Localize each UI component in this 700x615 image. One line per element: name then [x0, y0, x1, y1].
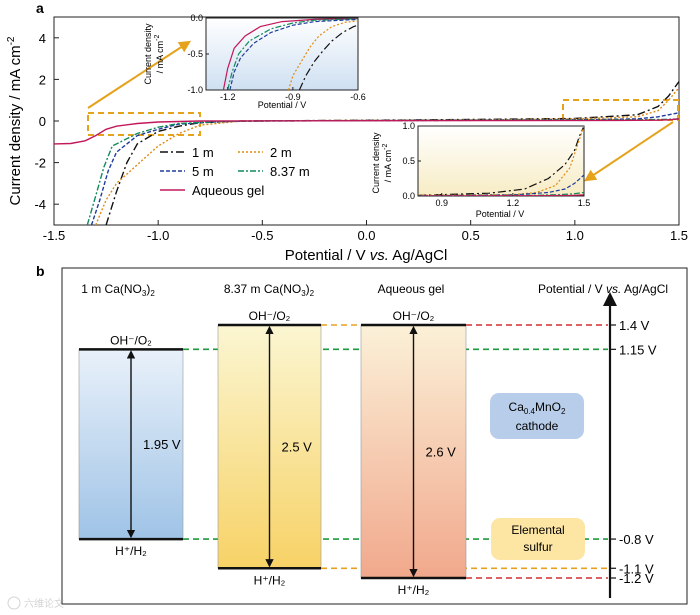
inset-left: -1.2 -0.9 -0.6 0.0 -0.5 -1.0 Potential / V Cu… [143, 13, 366, 110]
window-value-c3: 2.6 V [426, 445, 457, 460]
cathode-box [490, 393, 584, 439]
legend: 1 m 2 m 5 m 8.37 m Aqueous gel [160, 145, 310, 198]
inset-right-x-tick-label: 1.5 [578, 198, 591, 208]
inset-right-y-tick-label: 1.0 [402, 121, 415, 131]
panel-b-frame [61, 267, 688, 605]
inset-right-series-gel [418, 194, 584, 196]
inset-left-series-s2 [287, 20, 358, 90]
inset-left-ticks: -1.2 -0.9 -0.6 0.0 -0.5 -1.0 [187, 13, 365, 102]
inset-right-curves [418, 126, 584, 196]
panel-b-label: b [36, 263, 45, 279]
x-tick-label: -1.5 [43, 228, 65, 243]
inset-left-series-s8 [227, 18, 358, 90]
anode-box [491, 518, 585, 560]
highlight-box-right [562, 99, 679, 121]
main-ticks: -1.5 -1.0 -0.5 0.0 0.5 1.0 1.5 4 2 0 -2 -4 [34, 31, 688, 243]
x-tick-label: 0.0 [357, 228, 375, 243]
potential-level-label: 1.4 V [619, 318, 650, 333]
column-title-837m: 8.37 m Ca(NO3)2 [224, 282, 315, 298]
window-value-c2: 2.5 V [282, 440, 313, 455]
inset-left-frame [205, 17, 359, 91]
potential-axis-arrowhead [603, 292, 617, 306]
window-value-c1: 1.95 V [143, 437, 181, 452]
y-tick-label: 0 [39, 114, 46, 129]
cathode-label: Ca0.4MnO2 [509, 400, 566, 416]
inset-left-series-s1 [298, 24, 358, 90]
main-curves [54, 81, 679, 225]
y-tick-label: 4 [39, 31, 46, 46]
legend-label-s5: 5 m [192, 164, 214, 179]
inset-right-series-s5 [418, 174, 584, 196]
inset-right-frame [417, 125, 585, 197]
inset-right-y-tick-label: 0.0 [402, 191, 415, 201]
main-y-axis-label: Current density / mA cm-2 [6, 36, 24, 205]
inset-left-series-s5 [229, 18, 358, 90]
potential-level-label: 1.15 V [619, 342, 657, 357]
legend-label-s8: 8.37 m [270, 164, 310, 179]
bottom-couple-label-c3: H⁺/H₂ [398, 583, 430, 597]
main-x-axis-label: Potential / V vs. Ag/AgCl [285, 247, 448, 264]
main-series-gel [54, 118, 679, 145]
inset-left-y-tick-label: 0.0 [190, 13, 203, 23]
x-tick-label: 1.0 [566, 228, 584, 243]
bottom-couple-label-c2: H⁺/H₂ [254, 573, 286, 587]
panel-b: b 1 m Ca(NO3)2 8.37 m Ca(NO3)2 Aqueous g… [36, 263, 688, 605]
potential-level-label: -0.8 V [619, 532, 654, 547]
x-tick-label: 0.5 [462, 228, 480, 243]
inset-right-y-label-2: / mA cm-2 [382, 144, 393, 183]
y-tick-label: 2 [39, 72, 46, 87]
inset-right-y-label-1: Current density [371, 132, 381, 194]
legend-label-s2: 2 m [270, 145, 292, 160]
anode-label-line1: Elemental [511, 523, 564, 537]
inset-left-x-tick-label: -0.6 [350, 92, 366, 102]
watermark-text: 六维论文 [24, 597, 64, 610]
inset-left-x-tick-label: -1.2 [220, 92, 236, 102]
potential-level-label: -1.1 V [619, 561, 654, 576]
top-couple-label-c3: OH⁻/O₂ [393, 309, 435, 323]
y-tick-label: -4 [34, 197, 46, 212]
inset-right: 0.9 1.2 1.5 1.0 0.5 0.0 Potential / V Current… [371, 121, 590, 219]
top-couple-label-c1: OH⁻/O₂ [110, 333, 152, 347]
x-tick-label: 1.5 [670, 228, 688, 243]
panel-a-label: a [36, 0, 44, 16]
main-series-s2 [95, 87, 679, 225]
inset-right-y-tick-label: 0.5 [402, 156, 415, 166]
bottom-couple-label-c1: H⁺/H₂ [115, 544, 147, 558]
watermark-logo-icon [7, 596, 21, 610]
top-couple-label-c2: OH⁻/O₂ [249, 309, 291, 323]
inset-right-x-label: Potential / V [476, 209, 525, 219]
inset-right-series-s8 [418, 191, 584, 196]
inset-left-series-gel [222, 18, 358, 90]
pointer-arrow-right [584, 121, 674, 182]
potential-axis-title: Potential / V vs. Ag/AgCl [538, 282, 668, 296]
inset-left-x-tick-label: -0.9 [285, 92, 301, 102]
x-tick-label: -0.5 [251, 228, 273, 243]
y-tick-label: -2 [34, 156, 46, 171]
legend-label-s1: 1 m [192, 145, 214, 160]
potential-level-label: -1.2 V [619, 571, 654, 586]
inset-right-ticks: 0.9 1.2 1.5 1.0 0.5 0.0 [402, 121, 590, 208]
inset-left-y-label-2: / mA cm-2 [154, 35, 165, 74]
inset-left-y-label-1: Current density [143, 23, 153, 85]
inset-left-y-tick-label: -0.5 [187, 49, 203, 59]
watermark: 六维论文 [7, 596, 64, 610]
inset-left-x-label: Potential / V [258, 100, 307, 110]
x-tick-label: -1.0 [147, 228, 169, 243]
inset-right-series-s1 [418, 126, 584, 196]
panel-a: a -1.5 -1.0 -0.5 0.0 0.5 1.0 1.5 4 2 0 -2 -4 Potent… [6, 0, 688, 264]
column-title-gel: Aqueous gel [378, 282, 445, 296]
inset-right-x-tick-label: 0.9 [435, 198, 448, 208]
inset-left-y-tick-label: -1.0 [187, 85, 203, 95]
highlight-box-left [87, 112, 201, 136]
inset-right-x-tick-label: 1.2 [507, 198, 520, 208]
potential-level-labels: 1.4 V 1.15 V -0.8 V -1.1 V-1.2 V [610, 318, 657, 586]
anode-label-line2: sulfur [523, 540, 552, 554]
column-title-1m: 1 m Ca(NO3)2 [81, 282, 155, 298]
pointer-arrow-left [87, 40, 192, 109]
legend-label-gel: Aqueous gel [192, 183, 264, 198]
inset-left-curves [222, 18, 358, 90]
stability-windows: 1.95 V OH⁻/O₂ H⁺/H₂ 2.5 V OH⁻/O₂ H⁺/H₂ 2.6 V OH… [78, 309, 467, 597]
cathode-label-line2: cathode [516, 419, 559, 433]
